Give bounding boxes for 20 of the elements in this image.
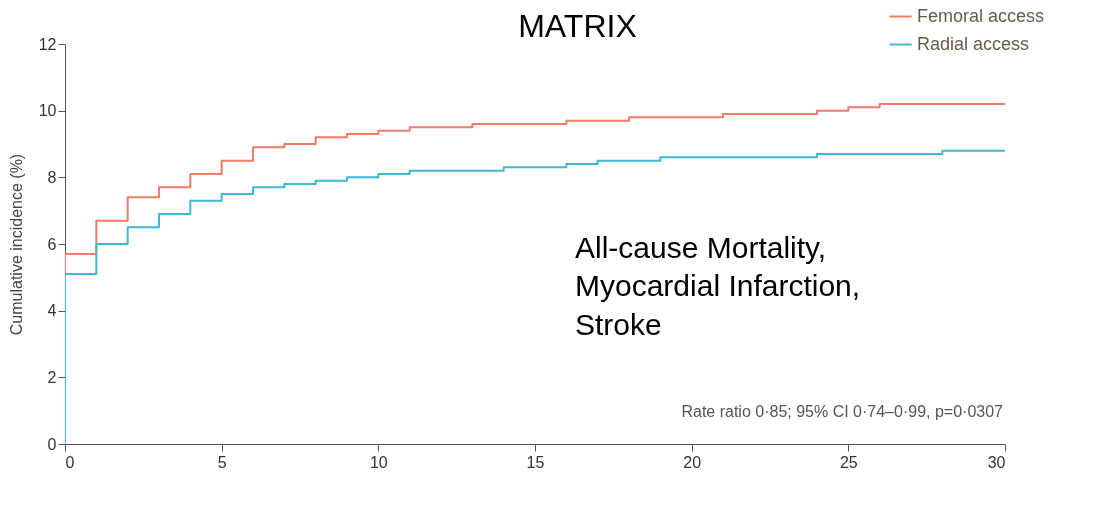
y-tick-label: 6: [47, 235, 57, 253]
legend-label: Radial access: [917, 33, 1030, 54]
x-tick-label: 20: [683, 453, 702, 471]
annotation: All-cause Mortality, Myocardial Infarction, Stroke: [575, 231, 861, 341]
legend-label: Femoral access: [917, 5, 1045, 26]
y-tick-label: 4: [47, 302, 57, 320]
y-tick-label: 10: [38, 102, 57, 120]
y-tick-label: 8: [47, 168, 57, 186]
x-tick-label: 0: [65, 453, 75, 471]
x-tick-label: 10: [369, 453, 388, 471]
y-tick-label: 0: [47, 435, 57, 453]
y-tick-label: 2: [47, 368, 57, 386]
chart-title: MATRIX: [518, 8, 637, 44]
x-tick-label: 5: [217, 453, 227, 471]
y-tick-label: 12: [38, 35, 57, 53]
x-tick-label: 25: [839, 453, 858, 471]
x-tick-label: 15: [526, 453, 545, 471]
x-tick-label: 30: [987, 453, 1006, 471]
y-axis-title: Cumulative incidence (%): [7, 153, 25, 336]
annotation: Rate ratio 0·85; 95% CI 0·74–0·99, p=0·0307: [681, 403, 1004, 420]
